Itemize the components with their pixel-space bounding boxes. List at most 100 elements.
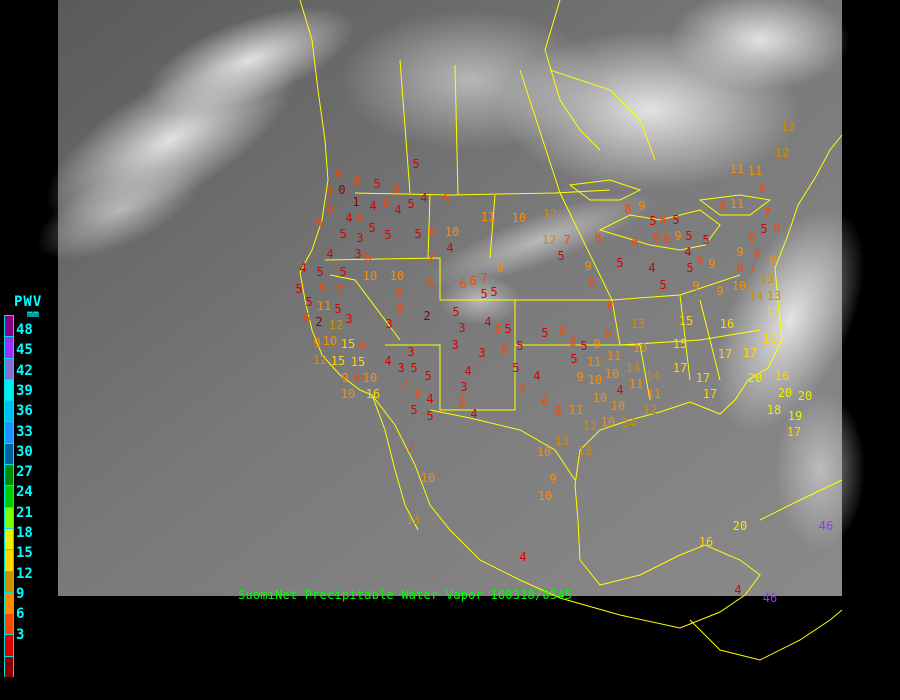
legend-label: 42 — [16, 362, 33, 379]
legend-color-bin — [4, 570, 14, 592]
station-pwv-value: 7 — [336, 284, 343, 298]
legend-color-bin — [4, 400, 14, 422]
station-pwv-value: 17 — [743, 346, 757, 360]
station-pwv-value: 6 — [631, 235, 638, 249]
station-pwv-value: 8 — [594, 231, 601, 245]
station-pwv-value: 10 — [605, 367, 619, 381]
legend-color-bin — [4, 464, 14, 486]
station-pwv-value: 5 — [410, 361, 417, 375]
station-pwv-value: 5 — [412, 157, 419, 171]
legend-label: 27 — [16, 464, 33, 481]
legend-label: 48 — [16, 322, 33, 338]
legend-color-bin — [4, 315, 14, 337]
station-pwv-value: 10 — [445, 225, 459, 239]
station-pwv-value: 9 — [736, 245, 743, 259]
station-pwv-value: 10 — [588, 373, 602, 387]
station-pwv-value: 11 — [607, 349, 621, 363]
station-pwv-value: 0 — [338, 183, 345, 197]
station-pwv-value: 11 — [730, 197, 744, 211]
station-pwv-value: 11 — [481, 210, 495, 224]
legend-color-bin — [4, 549, 14, 571]
station-pwv-value: 10 — [611, 399, 625, 413]
station-pwv-value: 15 — [673, 337, 687, 351]
station-pwv-value: 16 — [366, 387, 380, 401]
station-pwv-value: 6 — [652, 230, 659, 244]
station-pwv-value: 14 — [646, 369, 660, 383]
station-pwv-value: 3 — [385, 317, 392, 331]
station-pwv-value: 8 — [353, 174, 360, 188]
station-pwv-value: 13 — [578, 444, 592, 458]
station-pwv-value: 10 — [537, 445, 551, 459]
station-pwv-value: 14 — [626, 361, 640, 375]
station-pwv-value: 17 — [766, 305, 780, 319]
legend-color-bin — [4, 591, 14, 614]
station-pwv-value: 17 — [718, 347, 732, 361]
station-pwv-value: 5 — [384, 228, 391, 242]
station-pwv-value: 6 — [364, 251, 371, 265]
station-pwv-value: 4 — [533, 369, 540, 383]
station-pwv-value: 4 — [299, 261, 306, 275]
station-pwv-value: 18 — [767, 403, 781, 417]
station-pwv-value: 5 — [557, 249, 564, 263]
station-pwv-value: 5 — [760, 222, 767, 236]
station-pwv-value: 8 — [758, 181, 765, 195]
station-pwv-value: 10 — [390, 269, 404, 283]
station-pwv-value: 5 — [580, 339, 587, 353]
station-pwv-value: 19 — [788, 409, 802, 423]
station-pwv-value: 6 — [359, 339, 366, 353]
legend-label: 30 — [16, 443, 33, 460]
station-pwv-value: 6 — [458, 396, 465, 410]
station-pwv-value: 6 — [469, 274, 476, 288]
station-pwv-value: 6 — [326, 202, 333, 216]
station-pwv-value: 8 — [606, 299, 613, 313]
station-pwv-value: 5 — [368, 221, 375, 235]
station-pwv-value: 16 — [720, 317, 734, 331]
station-pwv-value: 20 — [733, 519, 747, 533]
station-pwv-value: 15 — [351, 355, 365, 369]
legend-color-bin — [4, 442, 14, 465]
legend-title: PWV — [14, 294, 43, 310]
station-pwv-value: 9 — [584, 259, 591, 273]
station-pwv-value: 13 — [781, 120, 795, 134]
legend-label: 21 — [16, 504, 33, 521]
station-pwv-value: 5 — [339, 227, 346, 241]
station-pwv-value: 12 — [329, 318, 343, 332]
station-pwv-value: 3 — [460, 380, 467, 394]
station-pwv-value: 9 — [692, 279, 699, 293]
station-pwv-value: 5 — [490, 285, 497, 299]
station-pwv-value: 5 — [407, 197, 414, 211]
station-pwv-value: 7 — [518, 384, 525, 398]
station-pwv-value: 16 — [775, 369, 789, 383]
station-pwv-value: 11 — [587, 355, 601, 369]
station-pwv-value: 3 — [397, 361, 404, 375]
station-pwv-value: 16 — [763, 332, 777, 346]
station-pwv-value: 5 — [686, 261, 693, 275]
station-pwv-value: 9 — [593, 337, 600, 351]
legend-color-bin — [4, 378, 14, 401]
station-pwv-value: 4 — [394, 203, 401, 217]
station-pwv-value: 5 — [659, 278, 666, 292]
station-pwv-value: 5 — [541, 326, 548, 340]
station-pwv-value: 10 — [363, 269, 377, 283]
station-pwv-value: 8 — [569, 335, 576, 349]
station-pwv-value: 14 — [622, 416, 636, 430]
station-pwv-value: 4 — [484, 315, 491, 329]
station-pwv-value: 4 — [616, 383, 623, 397]
station-pwv-value: 5 — [316, 265, 323, 279]
station-pwv-value: 6 — [382, 196, 389, 210]
legend-label: 18 — [16, 525, 33, 541]
station-pwv-value: 5 — [616, 256, 623, 270]
station-pwv-value: 5 — [334, 302, 341, 316]
station-pwv-value: 3 — [407, 345, 414, 359]
legend-label: 9 — [16, 585, 25, 602]
map-title: SuomiNet Precipitable Water Vapor 100318… — [238, 588, 573, 602]
station-pwv-value: 6 — [559, 324, 566, 338]
station-pwv-value: 8 — [428, 225, 435, 239]
station-pwv-value: 8 — [396, 302, 403, 316]
station-pwv-value: 3 — [354, 247, 361, 261]
cloud-layer — [37, 0, 865, 550]
station-pwv-value: 8 — [753, 247, 760, 261]
station-pwv-value: 4 — [426, 392, 433, 406]
